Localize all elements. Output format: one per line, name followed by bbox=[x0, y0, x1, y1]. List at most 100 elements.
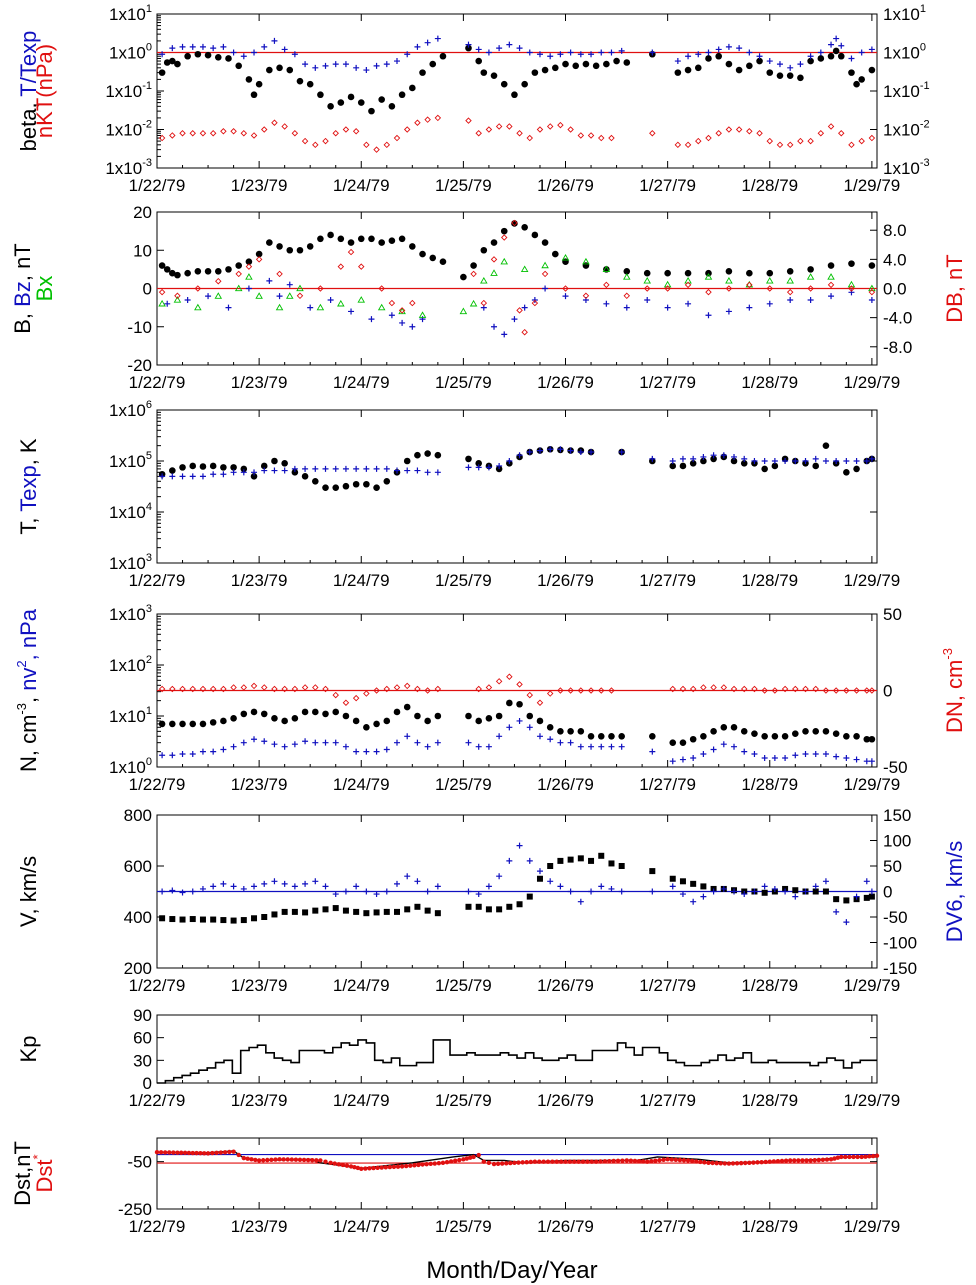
data-point bbox=[807, 296, 814, 303]
data-point bbox=[261, 738, 268, 745]
data-point bbox=[296, 292, 304, 300]
y2-tick-label: 8.0 bbox=[883, 221, 907, 240]
data-point bbox=[194, 303, 202, 311]
data-point bbox=[546, 123, 554, 130]
data-point bbox=[230, 743, 237, 750]
data-point bbox=[751, 750, 758, 757]
data-point bbox=[536, 51, 543, 58]
data-point bbox=[261, 1158, 266, 1163]
data-point bbox=[536, 875, 543, 882]
data-point bbox=[225, 55, 232, 62]
data-point bbox=[623, 304, 630, 311]
data-point bbox=[296, 246, 304, 254]
data-point bbox=[536, 699, 544, 706]
y-axis-label: B, Bz, nT bbox=[10, 243, 35, 334]
data-point bbox=[475, 129, 482, 137]
data-point bbox=[684, 276, 692, 284]
y-axis-label-part: Dst,nT bbox=[10, 1141, 35, 1206]
data-point bbox=[214, 292, 223, 299]
data-point bbox=[317, 235, 324, 243]
data-point bbox=[725, 43, 732, 50]
series-beta bbox=[158, 44, 876, 115]
data-point bbox=[812, 728, 820, 735]
data-point bbox=[169, 685, 176, 693]
data-point bbox=[322, 484, 329, 491]
data-point bbox=[700, 457, 707, 465]
data-point bbox=[582, 257, 590, 265]
data-point bbox=[761, 755, 768, 762]
data-point bbox=[730, 457, 738, 465]
data-point bbox=[342, 888, 349, 895]
data-point bbox=[608, 743, 615, 750]
x-tick-label: 1/27/79 bbox=[639, 1217, 696, 1236]
data-point bbox=[537, 1159, 542, 1164]
data-point bbox=[342, 61, 349, 68]
y2-axis-label: nKT(nPa) bbox=[32, 44, 57, 138]
data-point bbox=[822, 687, 830, 694]
series-b bbox=[158, 220, 876, 281]
data-point bbox=[353, 883, 360, 890]
series-dv6 bbox=[159, 842, 875, 926]
data-point bbox=[603, 266, 610, 273]
data-point bbox=[214, 54, 222, 61]
data-point bbox=[567, 49, 574, 56]
data-point bbox=[577, 743, 584, 750]
data-point bbox=[375, 1165, 380, 1171]
data-point bbox=[240, 129, 248, 137]
data-point bbox=[240, 465, 248, 473]
data-point bbox=[412, 1163, 417, 1168]
data-point bbox=[179, 685, 186, 693]
data-point bbox=[771, 462, 779, 470]
data-point bbox=[576, 1159, 581, 1164]
data-point bbox=[567, 687, 574, 694]
data-point bbox=[839, 1154, 844, 1160]
data-point bbox=[475, 460, 483, 467]
data-point bbox=[792, 752, 799, 759]
data-point bbox=[301, 473, 309, 480]
data-point bbox=[485, 49, 492, 56]
data-point bbox=[383, 746, 390, 753]
data-point bbox=[588, 888, 595, 895]
y-tick-label: 20 bbox=[133, 203, 152, 222]
x-tick-label: 1/25/79 bbox=[435, 176, 492, 195]
data-point bbox=[516, 717, 523, 724]
data-point bbox=[722, 1161, 728, 1166]
data-point bbox=[291, 741, 298, 748]
data-point bbox=[531, 299, 539, 307]
data-point bbox=[725, 267, 733, 275]
data-point bbox=[868, 284, 876, 292]
data-point bbox=[496, 906, 503, 913]
data-point bbox=[230, 128, 237, 135]
data-point bbox=[189, 43, 196, 50]
data-point bbox=[726, 1161, 732, 1166]
data-point bbox=[158, 69, 166, 76]
y-tick-label: 0 bbox=[143, 280, 152, 299]
data-point bbox=[368, 107, 375, 115]
data-point bbox=[465, 44, 472, 52]
data-point bbox=[414, 903, 421, 910]
data-point bbox=[159, 888, 166, 895]
data-point bbox=[302, 61, 309, 68]
y-axis-label-part: B, bbox=[10, 307, 35, 334]
data-point bbox=[506, 903, 513, 910]
data-point bbox=[561, 253, 570, 261]
data-point bbox=[408, 1163, 413, 1168]
data-point bbox=[847, 1154, 852, 1160]
data-point bbox=[516, 681, 523, 688]
data-point bbox=[276, 270, 283, 278]
data-point bbox=[190, 1150, 195, 1156]
data-point bbox=[567, 728, 574, 735]
data-point bbox=[623, 292, 631, 300]
data-point bbox=[863, 458, 870, 464]
data-point bbox=[363, 690, 370, 697]
data-point bbox=[199, 916, 206, 923]
data-point bbox=[317, 285, 324, 292]
data-point bbox=[434, 451, 442, 459]
data-point bbox=[316, 303, 325, 311]
data-point bbox=[388, 103, 396, 110]
data-point bbox=[718, 1161, 723, 1166]
x-tick-label: 1/28/79 bbox=[741, 373, 798, 392]
data-point bbox=[705, 55, 712, 62]
data-point bbox=[210, 1150, 215, 1156]
data-point bbox=[337, 263, 345, 270]
